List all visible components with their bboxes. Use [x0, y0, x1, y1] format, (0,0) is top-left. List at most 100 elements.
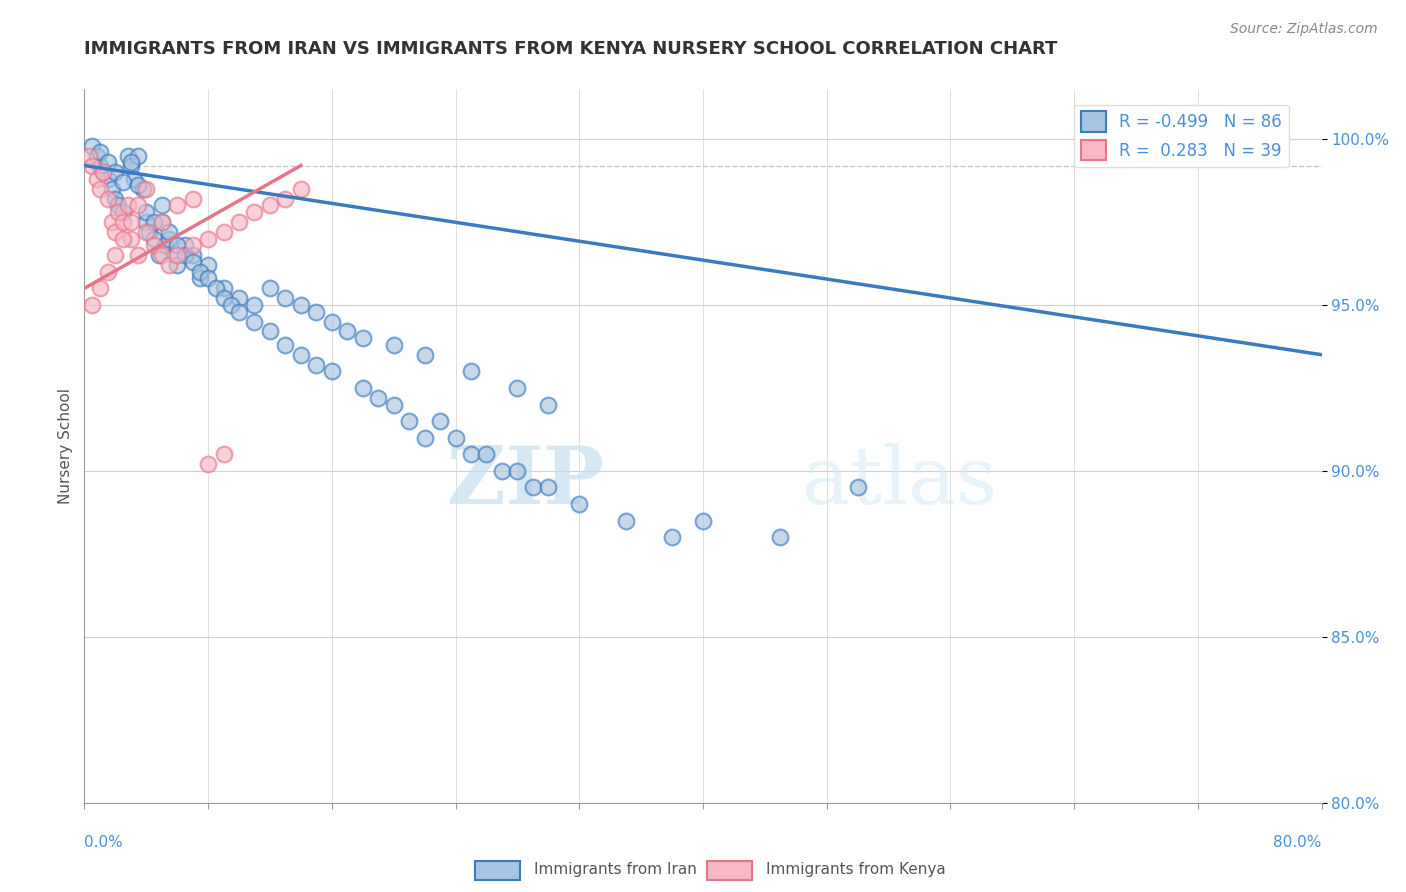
- Point: [174, 248, 197, 262]
- Point: [321, 314, 343, 328]
- Point: [112, 231, 135, 245]
- Point: [413, 348, 436, 362]
- Point: [89, 182, 111, 196]
- Point: [120, 231, 142, 245]
- Point: [537, 397, 560, 411]
- Point: [197, 271, 219, 285]
- Point: [148, 248, 170, 262]
- Text: Immigrants from Kenya: Immigrants from Kenya: [766, 863, 946, 877]
- Point: [290, 348, 312, 362]
- Point: [127, 148, 149, 162]
- Point: [104, 192, 127, 206]
- Point: [305, 358, 328, 372]
- Point: [352, 331, 374, 345]
- Point: [228, 304, 250, 318]
- Point: [120, 159, 142, 173]
- Point: [321, 364, 343, 378]
- Point: [367, 391, 389, 405]
- Point: [143, 238, 166, 252]
- Point: [398, 414, 420, 428]
- Point: [132, 182, 155, 196]
- Point: [305, 304, 328, 318]
- Point: [212, 281, 235, 295]
- Point: [274, 338, 297, 352]
- Text: atlas: atlas: [801, 442, 997, 521]
- Point: [197, 457, 219, 471]
- Point: [197, 258, 219, 272]
- Point: [117, 198, 139, 212]
- Point: [96, 155, 118, 169]
- Text: 0.0%: 0.0%: [84, 835, 124, 850]
- Point: [188, 265, 212, 279]
- Point: [243, 298, 266, 312]
- Point: [112, 205, 135, 219]
- Point: [382, 397, 405, 411]
- Point: [82, 298, 104, 312]
- Point: [159, 225, 180, 239]
- Point: [122, 171, 145, 186]
- Point: [138, 225, 160, 239]
- Text: Source: ZipAtlas.com: Source: ZipAtlas.com: [1230, 22, 1378, 37]
- Point: [101, 182, 124, 196]
- Point: [259, 198, 281, 212]
- Point: [150, 248, 173, 262]
- Point: [274, 192, 297, 206]
- Point: [120, 155, 142, 169]
- Point: [104, 165, 127, 179]
- Point: [769, 530, 792, 544]
- Point: [107, 205, 129, 219]
- Point: [475, 447, 498, 461]
- Point: [96, 171, 118, 186]
- Point: [506, 464, 529, 478]
- Point: [259, 281, 281, 295]
- Point: [82, 138, 104, 153]
- Point: [259, 325, 281, 339]
- Point: [506, 381, 529, 395]
- Point: [221, 298, 243, 312]
- Point: [568, 497, 591, 511]
- Point: [429, 414, 451, 428]
- Point: [135, 215, 157, 229]
- Point: [166, 248, 188, 262]
- Point: [243, 205, 266, 219]
- Point: [91, 165, 114, 179]
- Point: [135, 205, 157, 219]
- Point: [382, 338, 405, 352]
- Text: Immigrants from Iran: Immigrants from Iran: [534, 863, 697, 877]
- Point: [537, 481, 560, 495]
- Point: [228, 291, 250, 305]
- Point: [228, 215, 250, 229]
- Point: [127, 198, 149, 212]
- Point: [205, 281, 228, 295]
- Point: [166, 258, 188, 272]
- Point: [96, 265, 118, 279]
- Point: [290, 182, 312, 196]
- Y-axis label: Nursery School: Nursery School: [58, 388, 73, 504]
- Point: [274, 291, 297, 305]
- Point: [846, 481, 869, 495]
- Point: [135, 182, 157, 196]
- Text: 80.0%: 80.0%: [1274, 835, 1322, 850]
- Point: [89, 145, 111, 160]
- Point: [212, 225, 235, 239]
- Point: [89, 281, 111, 295]
- Point: [166, 238, 188, 252]
- Point: [460, 364, 482, 378]
- Point: [96, 192, 118, 206]
- Point: [107, 198, 129, 212]
- Point: [135, 225, 157, 239]
- Point: [159, 231, 180, 245]
- Point: [692, 514, 714, 528]
- Point: [181, 192, 204, 206]
- Point: [89, 159, 111, 173]
- Point: [150, 215, 173, 229]
- Point: [150, 215, 173, 229]
- Point: [104, 225, 127, 239]
- Point: [491, 464, 513, 478]
- Point: [444, 431, 467, 445]
- Point: [336, 325, 359, 339]
- Point: [413, 431, 436, 445]
- Text: ZIP: ZIP: [447, 442, 605, 521]
- Point: [120, 215, 142, 229]
- Text: IMMIGRANTS FROM IRAN VS IMMIGRANTS FROM KENYA NURSERY SCHOOL CORRELATION CHART: IMMIGRANTS FROM IRAN VS IMMIGRANTS FROM …: [84, 40, 1057, 58]
